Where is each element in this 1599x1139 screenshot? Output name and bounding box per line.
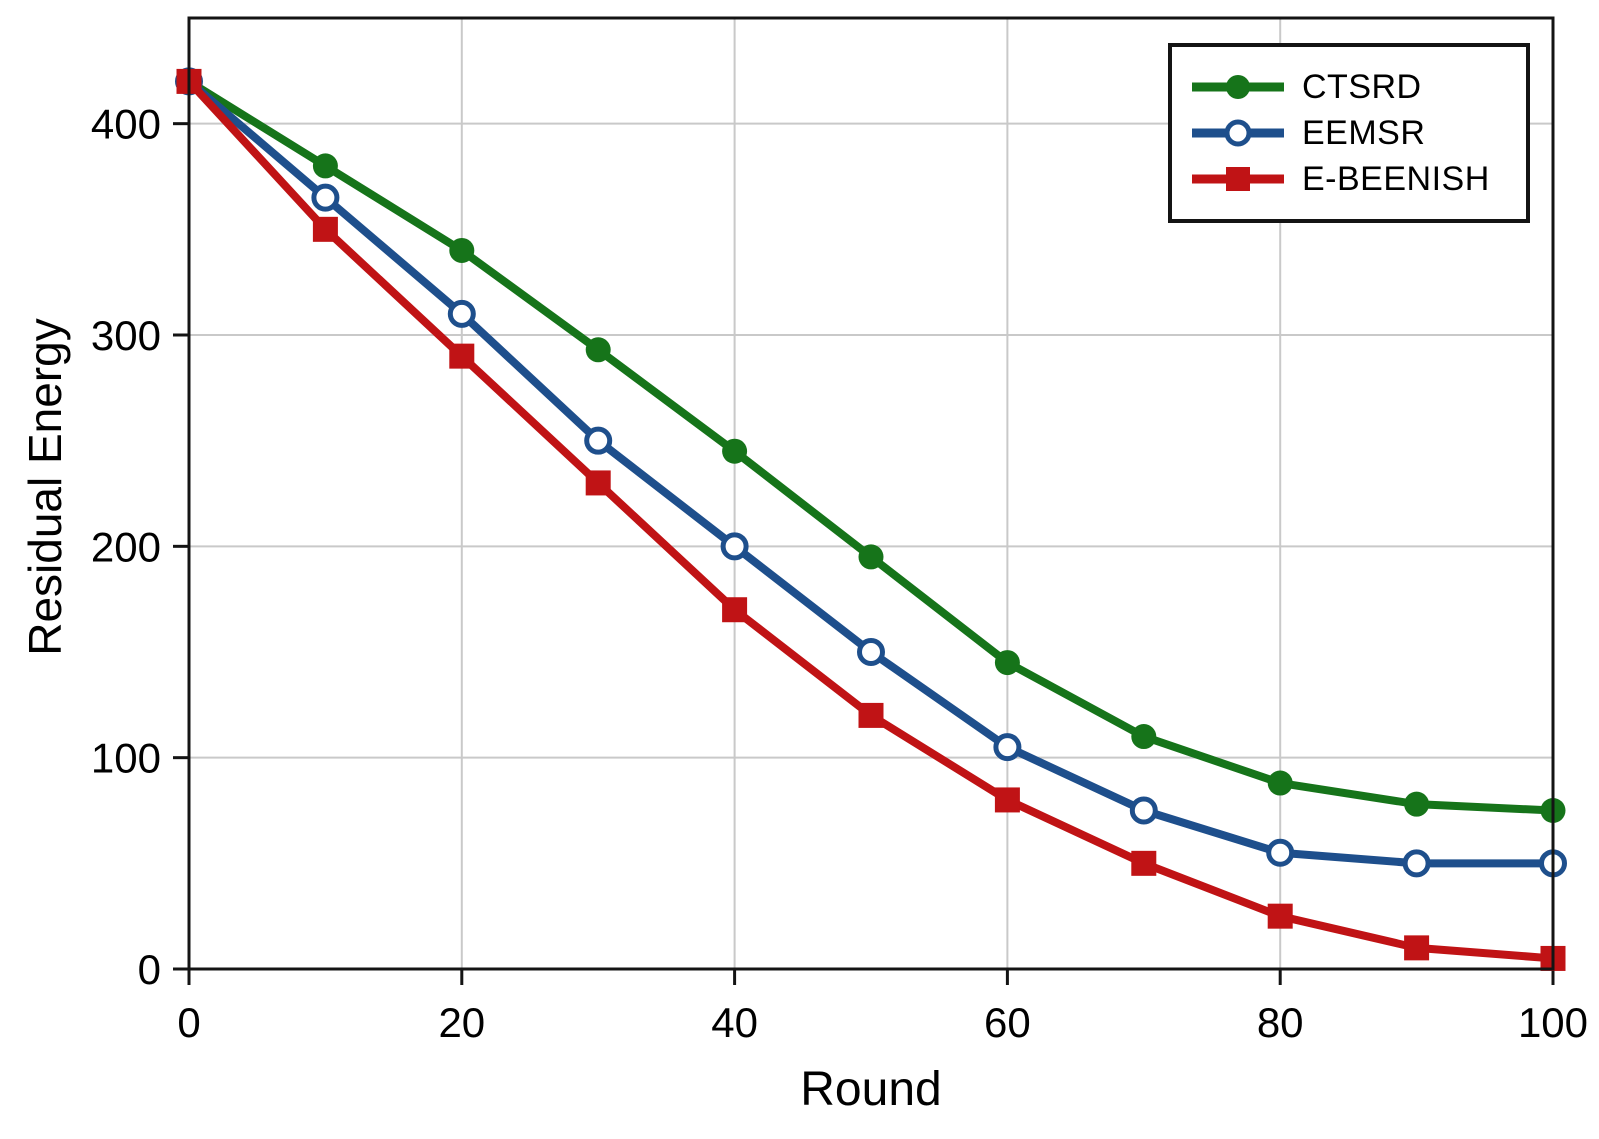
data-point [720, 532, 749, 561]
data-point [994, 650, 1020, 676]
data-point [1131, 724, 1157, 750]
legend-label: CTSRD [1302, 67, 1422, 106]
y-tick-label: 200 [91, 523, 161, 570]
data-point [447, 299, 476, 328]
x-tick-label: 0 [177, 999, 200, 1046]
data-point [994, 787, 1020, 813]
legend-label: EEMSR [1302, 113, 1426, 152]
data-point [722, 438, 748, 464]
data-point [857, 638, 885, 666]
data-point [1402, 849, 1431, 878]
y-tick-label: 400 [91, 101, 161, 148]
data-point [585, 470, 611, 496]
data-point [311, 183, 340, 212]
data-point [1131, 850, 1157, 876]
y-axis-title: Residual Energy [19, 318, 71, 656]
x-axis-title: Round [800, 1063, 942, 1116]
data-point [1404, 935, 1430, 961]
x-tick-label: 100 [1518, 999, 1588, 1046]
legend-rows: CTSRD EEMSR E-BEENISH [1172, 67, 1490, 198]
legend-item: E-BEENISH [1190, 159, 1490, 198]
data-point [858, 702, 884, 728]
legend: CTSRD EEMSR E-BEENISH [1168, 43, 1530, 223]
legend-symbol-filled-square-icon [1192, 167, 1284, 191]
data-point [1224, 119, 1252, 147]
x-tick-label: 40 [711, 999, 758, 1046]
x-tick-label: 20 [438, 999, 485, 1046]
x-tick-label: 60 [984, 999, 1031, 1046]
legend-item: CTSRD [1190, 67, 1490, 106]
data-point [1404, 791, 1430, 817]
data-point [312, 216, 338, 242]
legend-label: E-BEENISH [1302, 159, 1490, 198]
data-point [1226, 167, 1250, 191]
data-point [585, 337, 611, 363]
data-point [449, 237, 475, 263]
data-point [1226, 75, 1250, 99]
data-point [312, 153, 338, 179]
data-point [449, 343, 475, 369]
data-point [858, 544, 884, 570]
y-tick-label: 300 [91, 312, 161, 359]
data-point [1267, 770, 1293, 796]
series-E-BEENISH [176, 68, 1566, 971]
y-tick-label: 0 [138, 946, 161, 993]
y-tick-label: 100 [91, 735, 161, 782]
legend-item: EEMSR [1190, 113, 1490, 152]
data-point [1129, 796, 1158, 825]
data-point [993, 733, 1022, 762]
data-point [1267, 903, 1293, 929]
data-point [1266, 838, 1295, 867]
x-tick-label: 80 [1257, 999, 1304, 1046]
data-point [722, 597, 748, 623]
legend-symbol-filled-circle-icon [1192, 75, 1284, 99]
plot-frame [187, 16, 1555, 971]
data-point [584, 426, 613, 455]
legend-symbol-open-circle-icon [1192, 119, 1284, 147]
